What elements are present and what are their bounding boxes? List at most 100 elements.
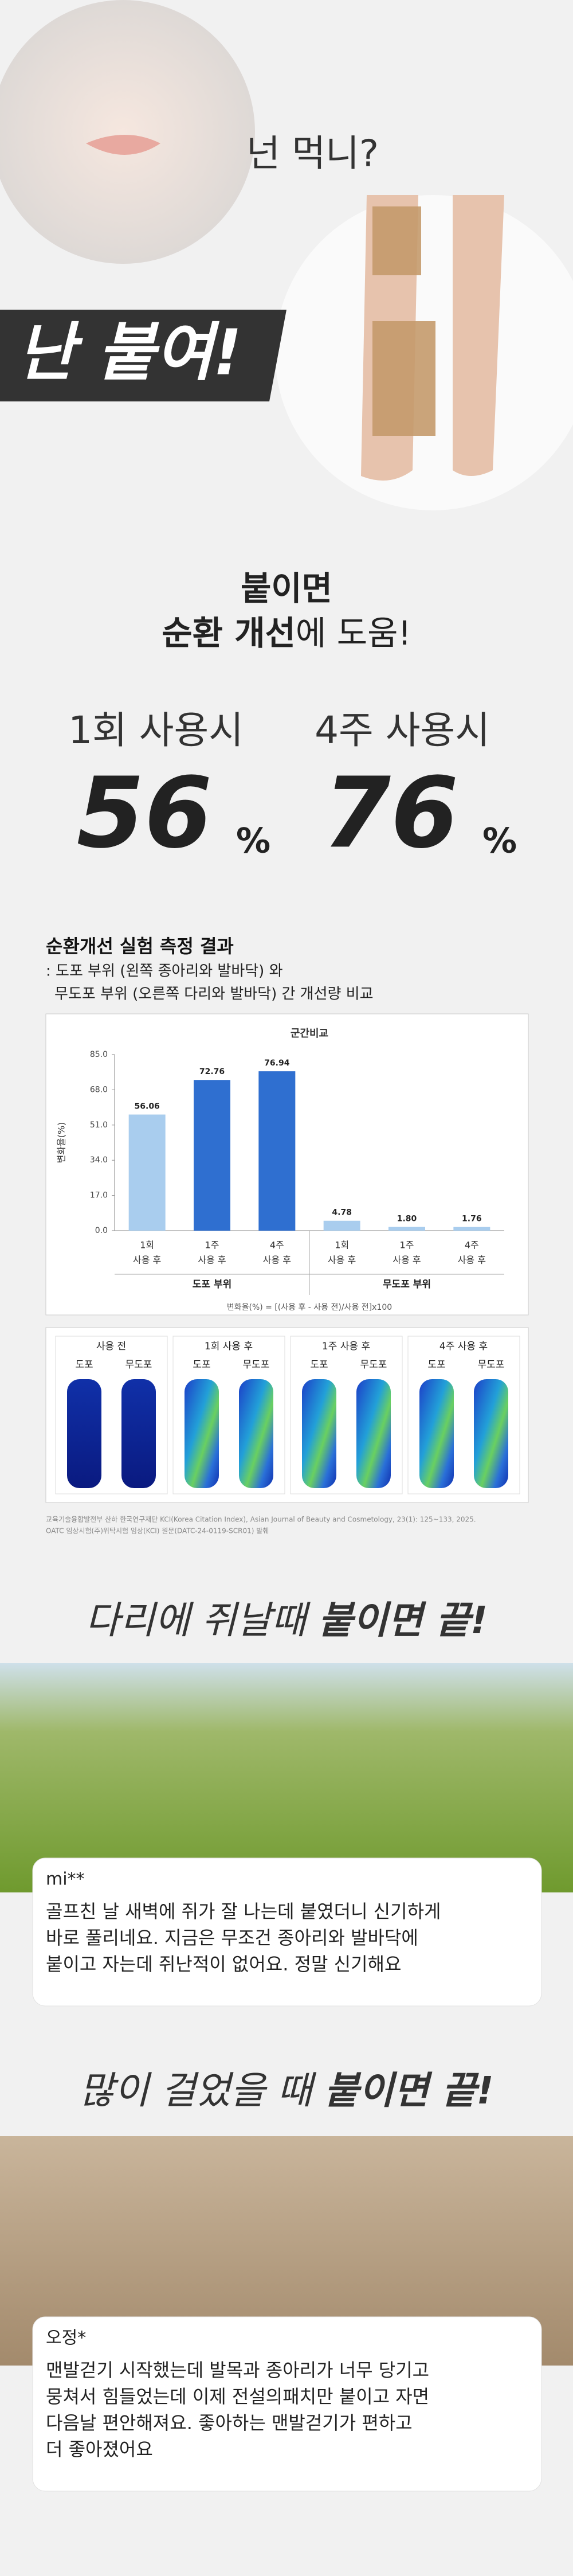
leg-image xyxy=(474,1379,508,1488)
leg-image xyxy=(302,1379,336,1488)
thermal-side: 무도포 xyxy=(243,1359,270,1371)
x-tick-label: 4주 xyxy=(270,1240,284,1251)
review-line: 맨발걷기 시작했는데 발목과 종아리가 너무 당기고 xyxy=(46,2359,429,2381)
mouth-photo xyxy=(0,0,255,264)
heading-bold: 붙이면 끝! xyxy=(324,2068,494,2113)
review-line: 골프친 날 새벽에 쥐가 잘 나는데 붙였더니 신기하게 xyxy=(46,1900,441,1922)
chart-title: 군간비교 xyxy=(291,1028,328,1040)
x-tick-label: 사용 후 xyxy=(393,1255,421,1266)
benefit-bold: 순환 개선 xyxy=(162,614,296,653)
thermal-images: 사용 전도포 무도포 1회 사용 후도포 무도포 1주 사용 후도포 무도포 4주 사용 후… xyxy=(55,1336,520,1494)
thermal-label: 1주 사용 후 xyxy=(322,1341,370,1352)
bar xyxy=(388,1227,425,1231)
review-card xyxy=(32,1857,542,2007)
bar xyxy=(194,1080,230,1231)
leg-image xyxy=(185,1379,219,1488)
review-author: 오정* xyxy=(46,2328,86,2348)
x-tick-label: 1주 xyxy=(205,1240,219,1251)
answer-box xyxy=(0,310,286,401)
x-tick-label: 1회 xyxy=(140,1240,154,1251)
study-desc: : 도포 부위 (왼쪽 종아리와 발바닥) 와 xyxy=(46,963,283,980)
y-tick-label: 0.0 xyxy=(95,1226,108,1235)
value-label: 76.94 xyxy=(264,1059,290,1068)
thermal-label: 1회 사용 후 xyxy=(205,1341,253,1352)
heading-bold: 붙이면 끝! xyxy=(318,1598,488,1642)
stat-unit: % xyxy=(236,821,270,861)
study-desc: 무도포 부위 (오른쪽 다리와 발바닥) 간 개선량 비교 xyxy=(54,986,374,1003)
bar xyxy=(453,1227,490,1231)
x-tick-label: 사용 후 xyxy=(133,1255,161,1266)
thermal-side: 도포 xyxy=(75,1359,93,1371)
thermal-label: 4주 사용 후 xyxy=(439,1341,488,1352)
stat-value: 56 xyxy=(77,756,213,870)
stat-value: 76 xyxy=(323,756,459,870)
review-line: 뭉쳐서 힘들었는데 이제 전설의패치만 붙이고 자면 xyxy=(46,2386,429,2407)
lips xyxy=(86,135,160,155)
thermal-side: 도포 xyxy=(427,1359,445,1371)
stat-label: 1회 사용시 xyxy=(68,708,244,752)
hero-question: 넌 먹니? xyxy=(246,133,379,175)
x-tick-label: 1주 xyxy=(400,1240,414,1251)
review-heading: 다리에 쥐날때 붙이면 끝! xyxy=(85,1598,488,1642)
leg-image xyxy=(356,1379,391,1488)
leg-image xyxy=(121,1379,156,1488)
benefit-line: 순환 개선에 도움! xyxy=(162,614,411,653)
value-label: 56.06 xyxy=(135,1102,160,1111)
bar xyxy=(258,1071,296,1231)
tape xyxy=(372,321,435,436)
value-label: 1.80 xyxy=(397,1214,417,1223)
bar xyxy=(323,1220,360,1231)
review-heading: 많이 걸었을 때 붙이면 끝! xyxy=(79,2068,493,2113)
group-label: 도포 부위 xyxy=(193,1279,231,1290)
y-tick-label: 51.0 xyxy=(90,1121,108,1130)
heading-regular: 다리에 쥐날때 xyxy=(85,1598,318,1642)
reviews: 다리에 쥐날때 붙이면 끝! mi** 골프친 날 새벽에 쥐가 잘 나는데 붙였더… xyxy=(0,1598,573,2492)
thermal-side: 도포 xyxy=(310,1359,328,1371)
group-label: 무도포 부위 xyxy=(383,1279,431,1290)
review-line: 붙이고 자는데 쥐난적이 없어요. 정말 신기해요 xyxy=(46,1953,401,1975)
stat-label: 4주 사용시 xyxy=(315,708,490,752)
golf-photo xyxy=(0,1663,573,1892)
citation: OATC 임상시험(주)위탁시험 임상(KCI) 원문(DATC-24-0119… xyxy=(46,1527,269,1535)
benefit-line: 붙이면 xyxy=(241,569,332,608)
review-line: 더 좋아졌어요 xyxy=(46,2438,153,2460)
chart-formula: 변화율(%) = [(사용 후 - 사용 전)/사용 전]x100 xyxy=(227,1303,392,1312)
benefit-rest: 에 도움! xyxy=(296,614,411,653)
leg-image xyxy=(239,1379,273,1488)
thermal-side: 무도포 xyxy=(360,1359,387,1371)
x-tick-label: 사용 후 xyxy=(263,1255,291,1266)
y-tick-label: 17.0 xyxy=(90,1191,108,1200)
leg-image xyxy=(67,1379,101,1488)
bar xyxy=(128,1114,166,1231)
value-label: 72.76 xyxy=(199,1067,225,1076)
review-line: 다음날 편안해져요. 좋아하는 맨발걷기가 편하고 xyxy=(46,2412,413,2434)
thermal-side: 도포 xyxy=(193,1359,210,1371)
review-card xyxy=(32,2316,542,2492)
y-axis-label: 변화율(%) xyxy=(56,1122,67,1164)
heading-regular: 많이 걸었을 때 xyxy=(79,2068,324,2113)
thermal-label: 사용 전 xyxy=(96,1341,126,1352)
x-tick-label: 사용 후 xyxy=(458,1255,486,1266)
review-line: 바로 풀리네요. 지금은 무조건 종아리와 발바닥에 xyxy=(46,1927,418,1949)
review-author: mi** xyxy=(46,1869,85,1890)
stat-unit: % xyxy=(482,821,517,861)
x-tick-label: 1회 xyxy=(335,1240,349,1251)
x-tick-label: 4주 xyxy=(465,1240,479,1251)
x-tick-label: 사용 후 xyxy=(198,1255,226,1266)
value-label: 4.78 xyxy=(332,1208,352,1217)
thermal-side: 무도포 xyxy=(125,1359,152,1371)
y-tick-label: 34.0 xyxy=(90,1156,108,1165)
study-title: 순환개선 실험 측정 결과 xyxy=(46,935,234,957)
tape xyxy=(372,206,421,275)
citation: 교육기술융합발전부 산하 한국연구재단 KCI(Korea Citation I… xyxy=(46,1516,476,1524)
x-tick-label: 사용 후 xyxy=(328,1255,356,1266)
hero-answer: 난 붙여! xyxy=(17,315,242,389)
leg-image xyxy=(419,1379,454,1488)
y-tick-label: 68.0 xyxy=(90,1085,108,1094)
value-label: 1.76 xyxy=(462,1215,482,1224)
y-tick-label: 85.0 xyxy=(90,1050,108,1059)
